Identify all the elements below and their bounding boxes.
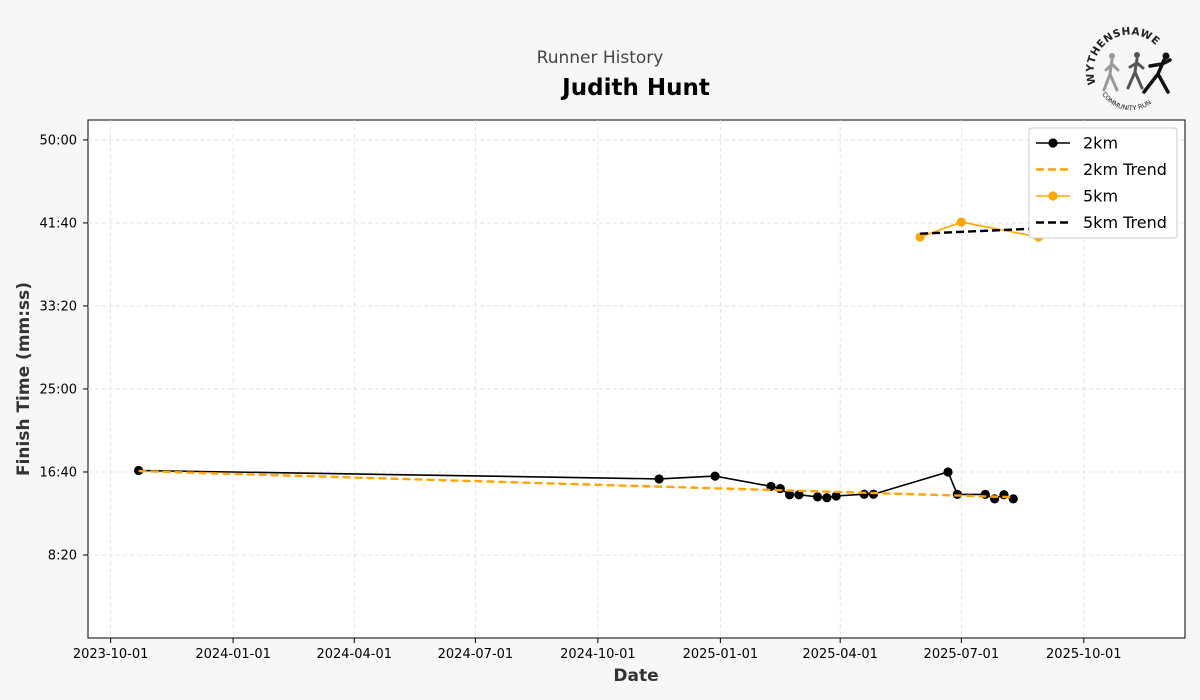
legend-marker: [1048, 138, 1058, 148]
2km-point: [710, 471, 720, 481]
legend-entry-2km: 2km: [1036, 134, 1118, 153]
2km-point: [859, 489, 869, 499]
legend: 2km 2km Trend 5km 5km Trend: [1028, 127, 1178, 239]
2km-point: [133, 465, 144, 476]
x-tick-label: 2024-04-01: [316, 647, 392, 662]
runner-icon-2: [1126, 52, 1145, 90]
2km-point: [785, 490, 795, 500]
x-tick-label: 2025-01-01: [683, 647, 759, 662]
legend-entry-2km-trend: 2km Trend: [1036, 160, 1167, 179]
x-axis-label: Date: [613, 666, 658, 686]
x-axis: 2023-10-01 2024-01-01 2024-04-01 2024-07-01…: [73, 638, 1122, 662]
y-axis-label: Finish Time (mm:ss): [14, 282, 34, 476]
legend-label: 2km: [1083, 134, 1118, 153]
2km-point: [812, 492, 823, 502]
y-tick-label: 33:20: [40, 299, 77, 314]
series-2km-trend: [138, 469, 1014, 499]
2km-point: [775, 483, 785, 494]
wythenshawe-logo: WYTHENSHAWE COMMUNITY RUN: [1084, 25, 1172, 113]
legend-label: 2km Trend: [1083, 160, 1167, 179]
y-axis: 8:20 16:40 25:00 33:20 41:40 50:00: [40, 133, 88, 563]
legend-entry-5km-trend: 5km Trend: [1036, 213, 1167, 232]
x-tick-label: 2024-07-01: [438, 647, 514, 662]
5km-point: [956, 217, 966, 227]
y-tick-label: 8:20: [48, 548, 77, 563]
2km-point: [654, 474, 664, 484]
x-tick-label: 2025-04-01: [802, 647, 878, 662]
logo-bottom-text: COMMUNITY RUN: [1100, 91, 1153, 113]
legend-marker: [1048, 191, 1058, 201]
x-tick-label: 2024-10-01: [560, 647, 636, 662]
legend-label: 5km Trend: [1083, 213, 1167, 232]
plot-area: [87, 119, 1186, 639]
runner-icon-1: [1102, 53, 1120, 92]
2km-trend-line: [138, 469, 1014, 499]
2km-point: [1008, 494, 1018, 504]
series-layer: [133, 216, 1130, 504]
y-tick-label: 41:40: [40, 216, 77, 231]
2km-point: [794, 490, 804, 500]
y-tick-label: 25:00: [40, 382, 77, 397]
chart-title: Judith Hunt: [560, 75, 710, 101]
runner-icon-3: [1142, 52, 1172, 94]
2km-point: [822, 493, 832, 503]
2km-point: [980, 489, 990, 499]
chart-subtitle: Runner History: [537, 48, 664, 68]
x-tick-label: 2025-07-01: [924, 647, 1000, 662]
2km-point: [943, 467, 953, 477]
legend-box: [1028, 127, 1178, 239]
logo-top-text: WYTHENSHAWE: [1084, 25, 1162, 86]
x-tick-label: 2024-01-01: [195, 647, 271, 662]
2km-point: [831, 491, 841, 501]
legend-label: 5km: [1083, 187, 1118, 206]
legend-entry-5km: 5km: [1036, 187, 1118, 206]
y-tick-label: 50:00: [40, 133, 77, 148]
x-tick-label: 2025-10-01: [1046, 647, 1122, 662]
x-tick-label: 2023-10-01: [73, 647, 149, 662]
y-tick-label: 16:40: [40, 465, 77, 480]
